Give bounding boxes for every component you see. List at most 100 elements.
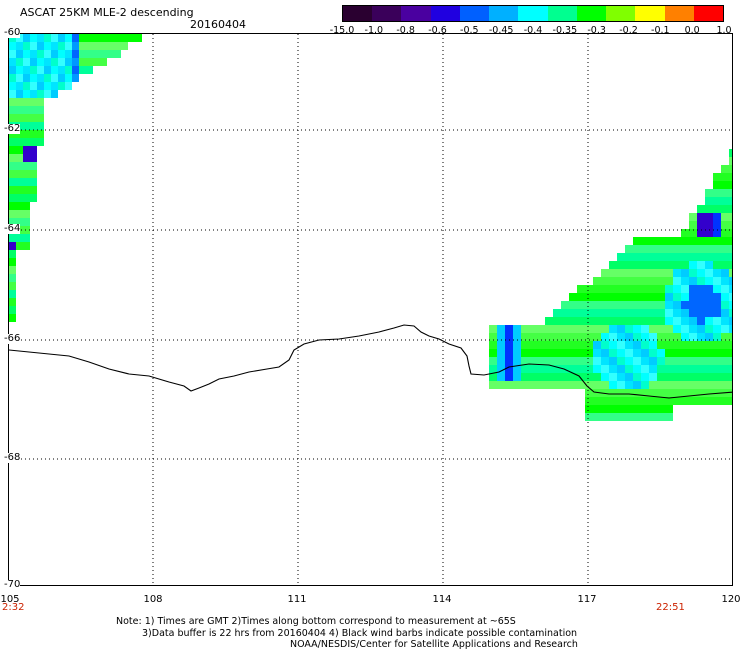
- swath-cell: [713, 197, 721, 205]
- swath-cell: [593, 389, 601, 397]
- swath-cell: [665, 365, 673, 373]
- swath-cell: [649, 381, 657, 389]
- swath-cell: [16, 42, 23, 50]
- swath-cell: [665, 309, 673, 317]
- swath-cell: [649, 325, 657, 333]
- swath-cell: [521, 357, 529, 365]
- swath-cell: [633, 389, 641, 397]
- swath-cell: [713, 229, 721, 237]
- swath-cell: [44, 82, 51, 90]
- swath-cell: [665, 341, 673, 349]
- swath-cell: [641, 365, 649, 373]
- swath-cell: [721, 357, 729, 365]
- swath-cell: [609, 397, 617, 405]
- swath-cell: [729, 245, 732, 253]
- swath-cell: [521, 381, 529, 389]
- swath-cell: [593, 301, 601, 309]
- swath-cell: [585, 397, 593, 405]
- swath-cell: [633, 237, 641, 245]
- colorbar-segment: [372, 6, 402, 21]
- swath-cell: [657, 365, 665, 373]
- swath-cell: [697, 277, 705, 285]
- swath-cell: [641, 405, 649, 413]
- swath-cell: [593, 365, 601, 373]
- swath-cell: [545, 365, 553, 373]
- lat-label: -64: [4, 223, 21, 234]
- swath-cell: [641, 237, 649, 245]
- swath-cell: [697, 365, 705, 373]
- swath-cell: [9, 90, 16, 98]
- swath-cell: [23, 138, 30, 146]
- swath-cell: [665, 397, 673, 405]
- swath-cell: [521, 341, 529, 349]
- swath-cell: [713, 237, 721, 245]
- swath-cell: [673, 293, 681, 301]
- swath-cell: [9, 306, 16, 314]
- swath-cell: [65, 50, 72, 58]
- map-plot: [8, 33, 733, 586]
- swath-cell: [114, 34, 121, 42]
- swath-cell: [23, 146, 30, 154]
- swath-cell: [721, 277, 729, 285]
- swath-cell: [58, 50, 65, 58]
- swath-cell: [529, 341, 537, 349]
- swath-cell: [729, 237, 732, 245]
- swath-cell: [9, 290, 16, 298]
- swath-cell: [713, 269, 721, 277]
- swath-cell: [593, 413, 601, 421]
- swath-cell: [44, 90, 51, 98]
- swath-cell: [505, 357, 513, 365]
- note-line-1: Note: 1) Times are GMT 2)Times along bot…: [116, 616, 516, 627]
- swath-cell: [16, 242, 23, 250]
- swath-cell: [705, 301, 713, 309]
- swath-cell: [713, 309, 721, 317]
- swath-cell: [585, 389, 593, 397]
- swath-cell: [16, 106, 23, 114]
- swath-cell: [657, 341, 665, 349]
- swath-cell: [37, 50, 44, 58]
- swath-cell: [585, 373, 593, 381]
- swath-cell: [617, 269, 625, 277]
- colorbar-tick-label: 0.0: [684, 25, 700, 36]
- swath-cell: [729, 269, 732, 277]
- swath-cell: [569, 357, 577, 365]
- swath-cell: [713, 205, 721, 213]
- swath-cell: [721, 381, 729, 389]
- swath-cell: [93, 58, 100, 66]
- swath-cell: [697, 317, 705, 325]
- lat-label: -68: [4, 452, 21, 463]
- swath-cell: [593, 381, 601, 389]
- swath-cell: [585, 301, 593, 309]
- swath-cell: [689, 309, 697, 317]
- swath-cell: [100, 42, 107, 50]
- swath-cell: [689, 261, 697, 269]
- swath-cell: [505, 325, 513, 333]
- swath-cell: [625, 301, 633, 309]
- swath-cell: [649, 261, 657, 269]
- swath-cell: [545, 349, 553, 357]
- swath-cell: [609, 325, 617, 333]
- swath-cell: [9, 50, 16, 58]
- swath-cell: [681, 301, 689, 309]
- swath-cell: [617, 261, 625, 269]
- swath-cell: [601, 397, 609, 405]
- swath-cell: [545, 381, 553, 389]
- swath-cell: [729, 317, 732, 325]
- swath-cell: [681, 365, 689, 373]
- swath-cell: [107, 34, 114, 42]
- swath-cell: [689, 221, 697, 229]
- swath-cell: [9, 170, 16, 178]
- swath-cell: [505, 365, 513, 373]
- swath-cell: [37, 34, 44, 42]
- swath-cell: [681, 277, 689, 285]
- swath-cell: [30, 138, 37, 146]
- swath-cell: [72, 50, 79, 58]
- swath-cell: [633, 245, 641, 253]
- swath-cell: [625, 277, 633, 285]
- swath-cell: [721, 341, 729, 349]
- swath-cell: [705, 253, 713, 261]
- swath-cell: [609, 381, 617, 389]
- colorbar-segment: [693, 6, 724, 21]
- swath-cell: [585, 285, 593, 293]
- swath-cell: [16, 162, 23, 170]
